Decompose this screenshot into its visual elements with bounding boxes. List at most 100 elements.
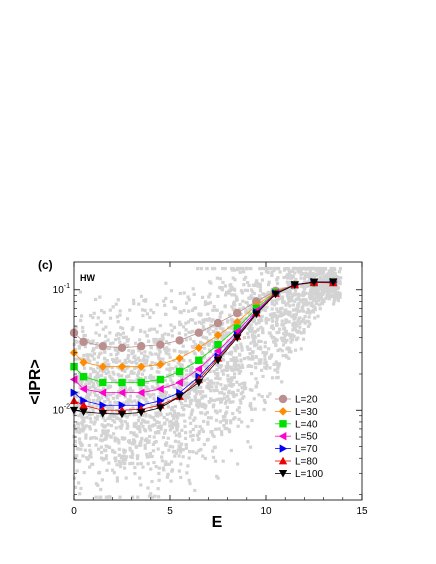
background-point bbox=[166, 405, 171, 409]
background-point bbox=[307, 320, 311, 324]
background-point bbox=[86, 357, 90, 361]
background-point bbox=[230, 268, 235, 272]
background-point bbox=[179, 450, 183, 454]
background-point bbox=[202, 442, 206, 447]
background-point bbox=[127, 439, 131, 443]
background-point bbox=[284, 308, 288, 312]
background-point bbox=[286, 282, 290, 287]
background-point bbox=[134, 445, 139, 449]
background-point bbox=[166, 472, 170, 476]
background-point bbox=[152, 460, 156, 465]
background-point bbox=[145, 389, 149, 393]
x-tick-label: 10 bbox=[260, 506, 272, 517]
data-point bbox=[194, 343, 203, 352]
background-point bbox=[131, 326, 135, 330]
background-point bbox=[249, 372, 254, 376]
background-point bbox=[169, 299, 174, 304]
background-point bbox=[87, 402, 91, 406]
background-point bbox=[78, 385, 82, 389]
background-point bbox=[285, 347, 289, 351]
background-point bbox=[172, 423, 176, 427]
background-point bbox=[317, 279, 321, 283]
background-point bbox=[111, 370, 115, 374]
background-point bbox=[79, 486, 83, 491]
background-point bbox=[276, 276, 280, 280]
background-point bbox=[316, 266, 320, 271]
background-point bbox=[320, 272, 324, 276]
background-point bbox=[330, 285, 334, 289]
background-point bbox=[246, 335, 251, 339]
background-point bbox=[140, 413, 144, 418]
background-point bbox=[216, 363, 221, 368]
background-point bbox=[213, 266, 217, 271]
background-point bbox=[81, 416, 85, 420]
background-point bbox=[187, 309, 191, 313]
background-point bbox=[94, 436, 99, 440]
background-point bbox=[128, 379, 132, 383]
background-point bbox=[266, 290, 270, 294]
background-point bbox=[199, 389, 203, 393]
background-point bbox=[275, 376, 279, 380]
data-point bbox=[117, 410, 127, 419]
background-point bbox=[188, 388, 192, 392]
background-point bbox=[302, 266, 306, 271]
background-point bbox=[275, 301, 279, 305]
background-point bbox=[305, 311, 309, 315]
background-point bbox=[129, 431, 133, 435]
background-point bbox=[165, 346, 169, 350]
background-point bbox=[98, 368, 103, 372]
background-point bbox=[91, 462, 95, 466]
background-point bbox=[193, 343, 198, 347]
legend-item: L=20 bbox=[275, 395, 318, 406]
background-point bbox=[233, 362, 237, 366]
background-point bbox=[268, 366, 272, 370]
background-point bbox=[272, 303, 276, 307]
background-point bbox=[99, 414, 103, 418]
background-point bbox=[218, 326, 222, 330]
background-point bbox=[190, 361, 194, 365]
background-point bbox=[261, 374, 265, 379]
background-point bbox=[104, 457, 108, 461]
background-point bbox=[137, 349, 141, 353]
background-point bbox=[324, 296, 328, 300]
background-point bbox=[226, 379, 231, 383]
background-point bbox=[282, 312, 286, 316]
background-point bbox=[114, 459, 118, 463]
background-point bbox=[201, 318, 205, 322]
data-point bbox=[156, 375, 165, 384]
background-point bbox=[302, 277, 307, 281]
background-point bbox=[199, 402, 203, 406]
background-point bbox=[143, 354, 147, 358]
background-point bbox=[245, 288, 250, 293]
background-point bbox=[194, 392, 199, 396]
background-point bbox=[258, 283, 262, 287]
background-point bbox=[157, 357, 161, 361]
background-point bbox=[232, 346, 236, 350]
background-point bbox=[282, 332, 286, 336]
background-point bbox=[268, 355, 272, 359]
background-point bbox=[149, 415, 153, 419]
background-point bbox=[150, 404, 154, 408]
background-point bbox=[237, 406, 241, 410]
background-point bbox=[216, 476, 220, 480]
background-point bbox=[84, 424, 88, 428]
background-point bbox=[254, 366, 258, 370]
background-point bbox=[330, 272, 334, 276]
background-point bbox=[320, 277, 324, 282]
background-point bbox=[320, 290, 324, 294]
background-point bbox=[234, 393, 239, 397]
background-point bbox=[258, 296, 262, 300]
background-point bbox=[184, 338, 188, 342]
background-point bbox=[139, 483, 143, 487]
background-point bbox=[206, 341, 210, 345]
background-point bbox=[206, 422, 210, 426]
background-point bbox=[164, 281, 168, 285]
background-point bbox=[95, 373, 99, 377]
background-point bbox=[218, 315, 222, 319]
background-point bbox=[105, 395, 109, 399]
background-point bbox=[250, 326, 254, 331]
background-point bbox=[158, 350, 162, 354]
background-point bbox=[288, 287, 292, 291]
background-point bbox=[200, 395, 205, 400]
data-point bbox=[175, 336, 184, 345]
